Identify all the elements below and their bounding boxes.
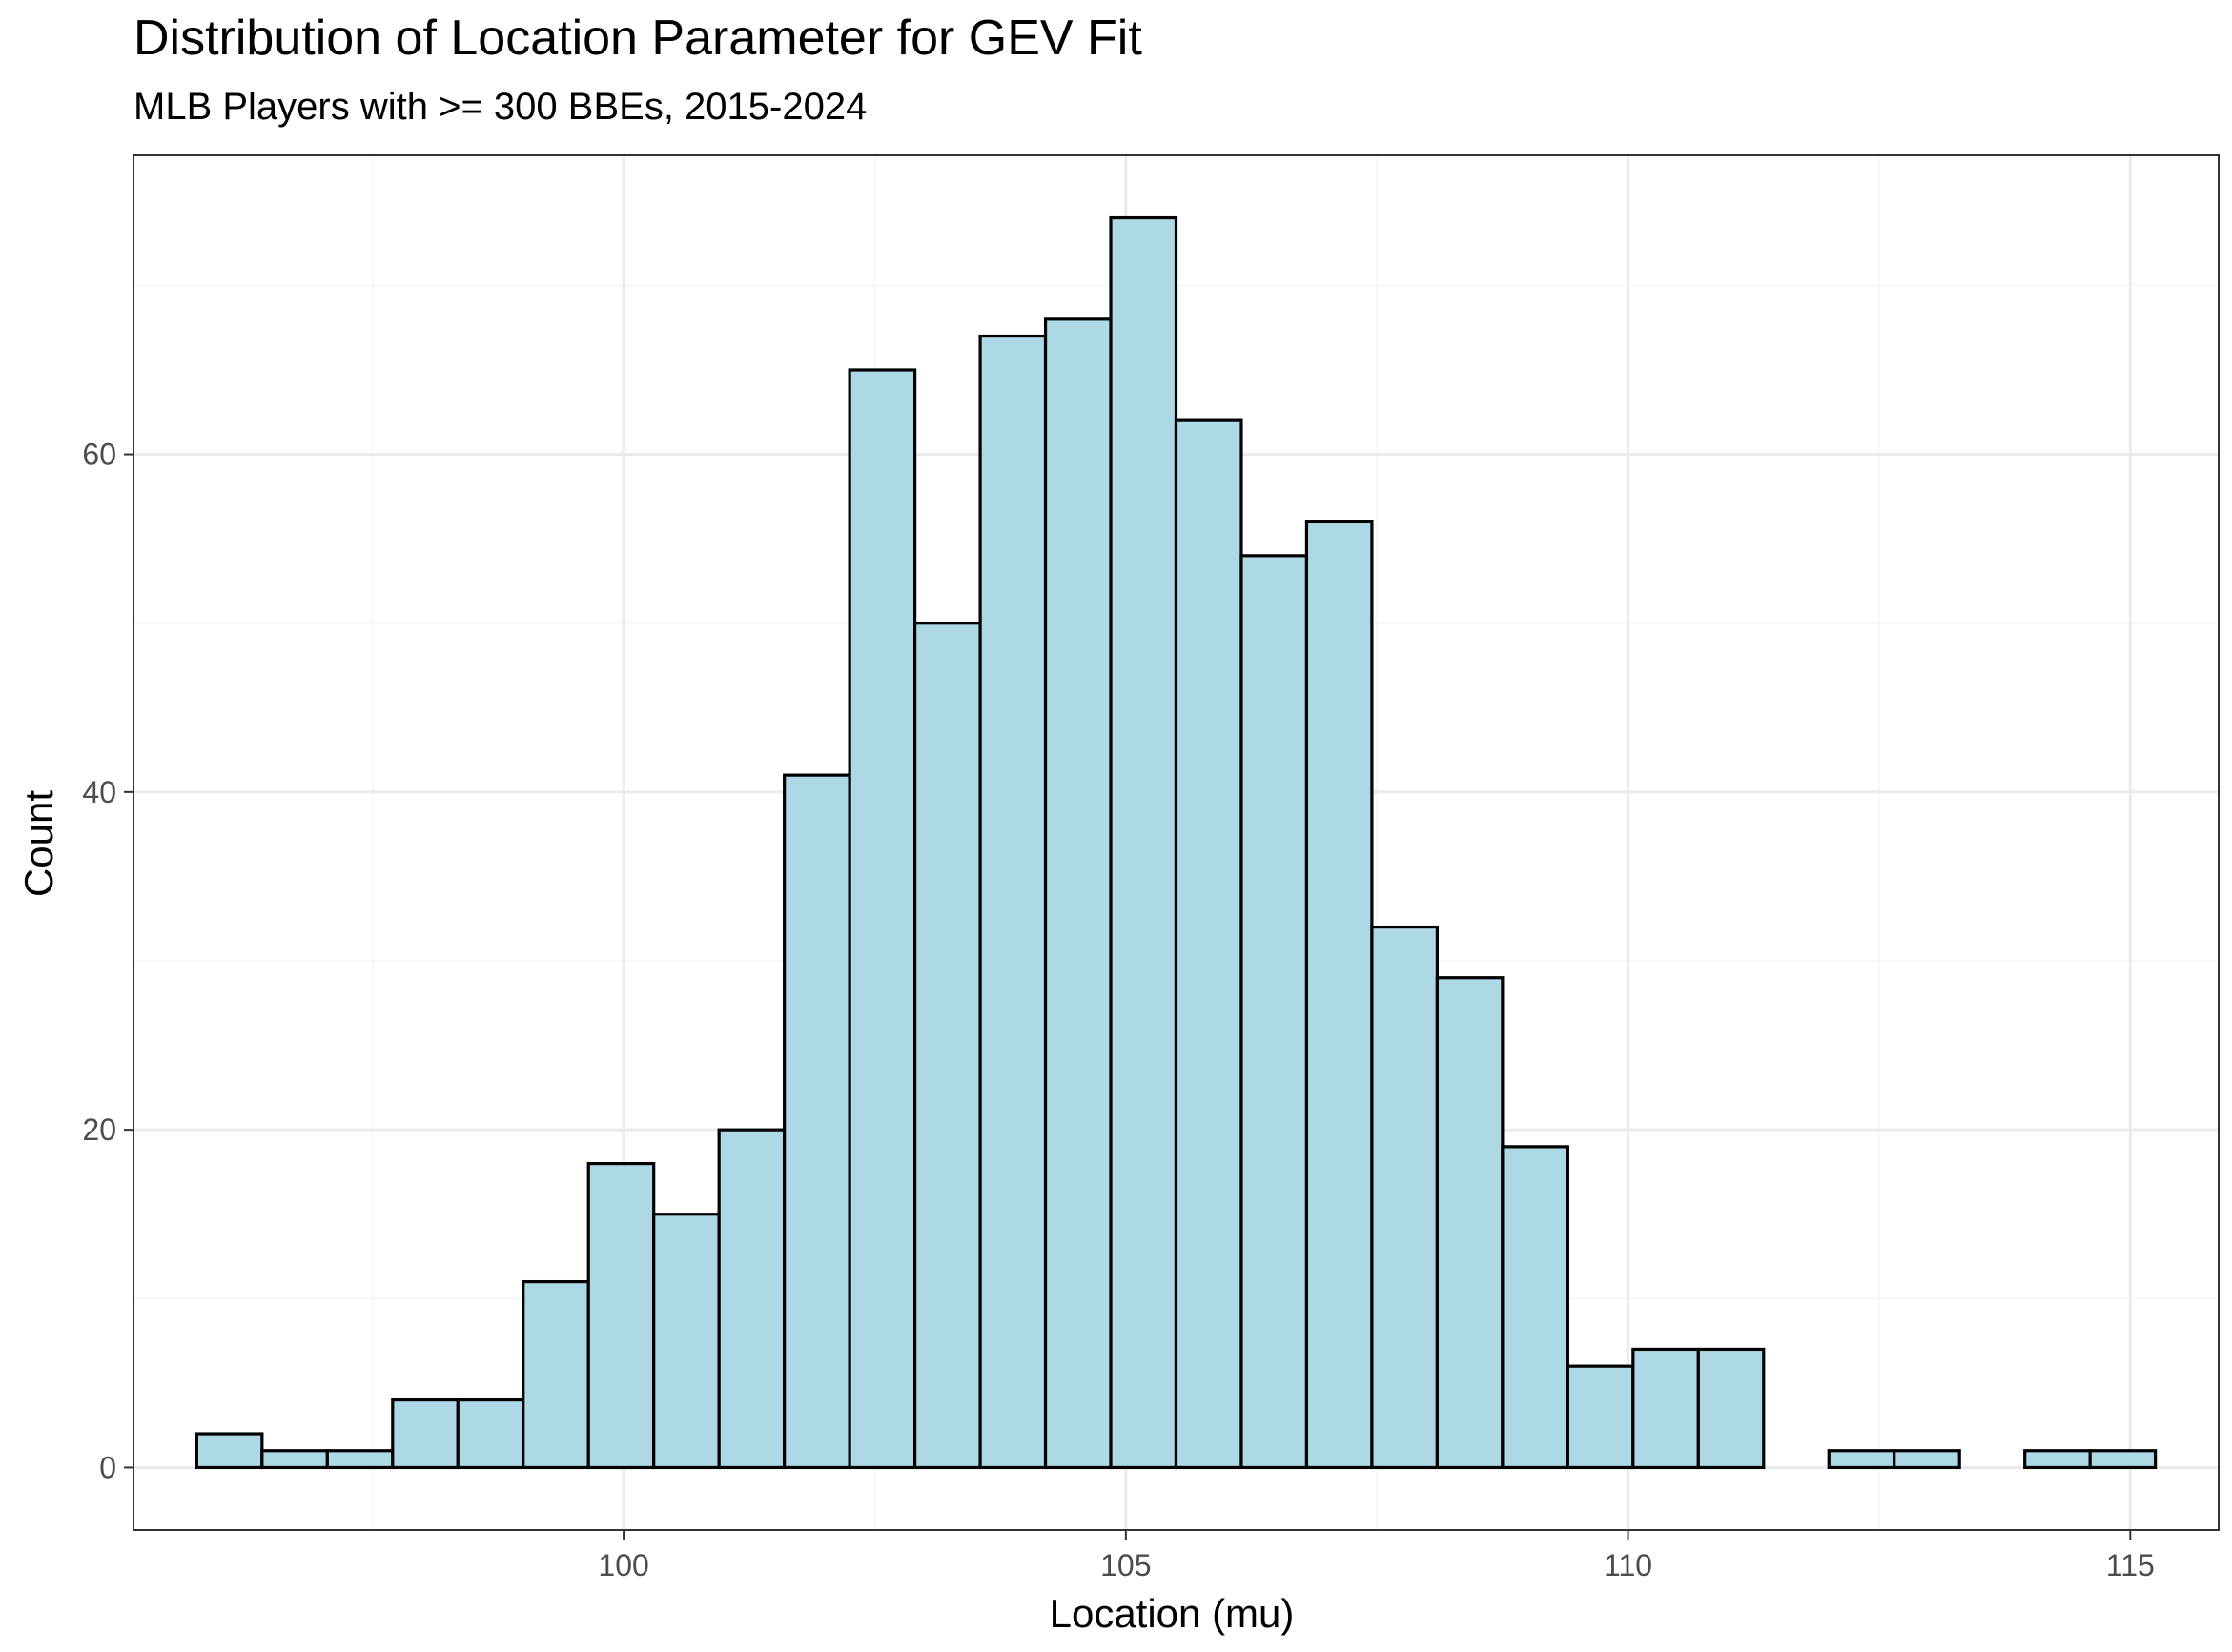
histogram-bar bbox=[652, 1213, 721, 1470]
y-tick-label: 60 bbox=[82, 438, 116, 472]
histogram-bar bbox=[1370, 925, 1440, 1470]
histogram-bars bbox=[195, 215, 2158, 1470]
histogram-bar bbox=[1239, 554, 1309, 1470]
y-tick-label: 20 bbox=[82, 1112, 116, 1147]
histogram-bar bbox=[195, 1432, 264, 1470]
histogram-bar bbox=[1827, 1449, 1896, 1470]
y-axis-ticks: 0 20 40 60 bbox=[82, 438, 133, 1484]
chart-title: Distribution of Location Parameter for G… bbox=[133, 10, 1142, 66]
histogram-bar bbox=[978, 334, 1048, 1470]
histogram-bar bbox=[848, 368, 917, 1470]
histogram-bar bbox=[1696, 1347, 1766, 1470]
histogram-bar bbox=[1043, 317, 1113, 1470]
histogram-bar bbox=[783, 773, 851, 1470]
x-axis-ticks: 100 105 110 115 bbox=[598, 1530, 2155, 1582]
x-tick-label: 110 bbox=[1604, 1548, 1652, 1582]
histogram-bar bbox=[912, 622, 982, 1470]
histogram-bar bbox=[1109, 215, 1178, 1470]
histogram-bar bbox=[260, 1449, 329, 1470]
y-axis-label: Count bbox=[16, 790, 61, 897]
histogram-bar bbox=[391, 1397, 460, 1470]
histogram-bar bbox=[1501, 1145, 1569, 1470]
histogram-bar bbox=[2023, 1449, 2092, 1470]
x-axis-label: Location (mu) bbox=[1050, 1591, 1295, 1636]
y-tick-label: 40 bbox=[82, 775, 116, 809]
histogram-bar bbox=[325, 1449, 395, 1470]
histogram-bar bbox=[456, 1397, 525, 1470]
histogram-bar bbox=[2088, 1449, 2158, 1470]
chart-subtitle: MLB Players with >= 300 BBEs, 2015-2024 bbox=[133, 86, 868, 128]
histogram-bar bbox=[1893, 1449, 1961, 1470]
y-tick-label: 0 bbox=[99, 1450, 116, 1484]
histogram-bar bbox=[1174, 418, 1243, 1470]
histogram-bar bbox=[1304, 520, 1374, 1470]
x-tick-label: 115 bbox=[2106, 1548, 2155, 1582]
histogram-bar bbox=[1566, 1364, 1635, 1470]
x-tick-label: 105 bbox=[1100, 1548, 1151, 1582]
histogram-bar bbox=[717, 1128, 787, 1470]
histogram-bar bbox=[522, 1279, 590, 1470]
x-tick-label: 100 bbox=[598, 1548, 648, 1582]
panel-border bbox=[133, 154, 2220, 1531]
histogram-bar bbox=[1631, 1347, 1700, 1470]
histogram-bar bbox=[586, 1161, 656, 1470]
histogram-bar bbox=[1435, 976, 1505, 1470]
